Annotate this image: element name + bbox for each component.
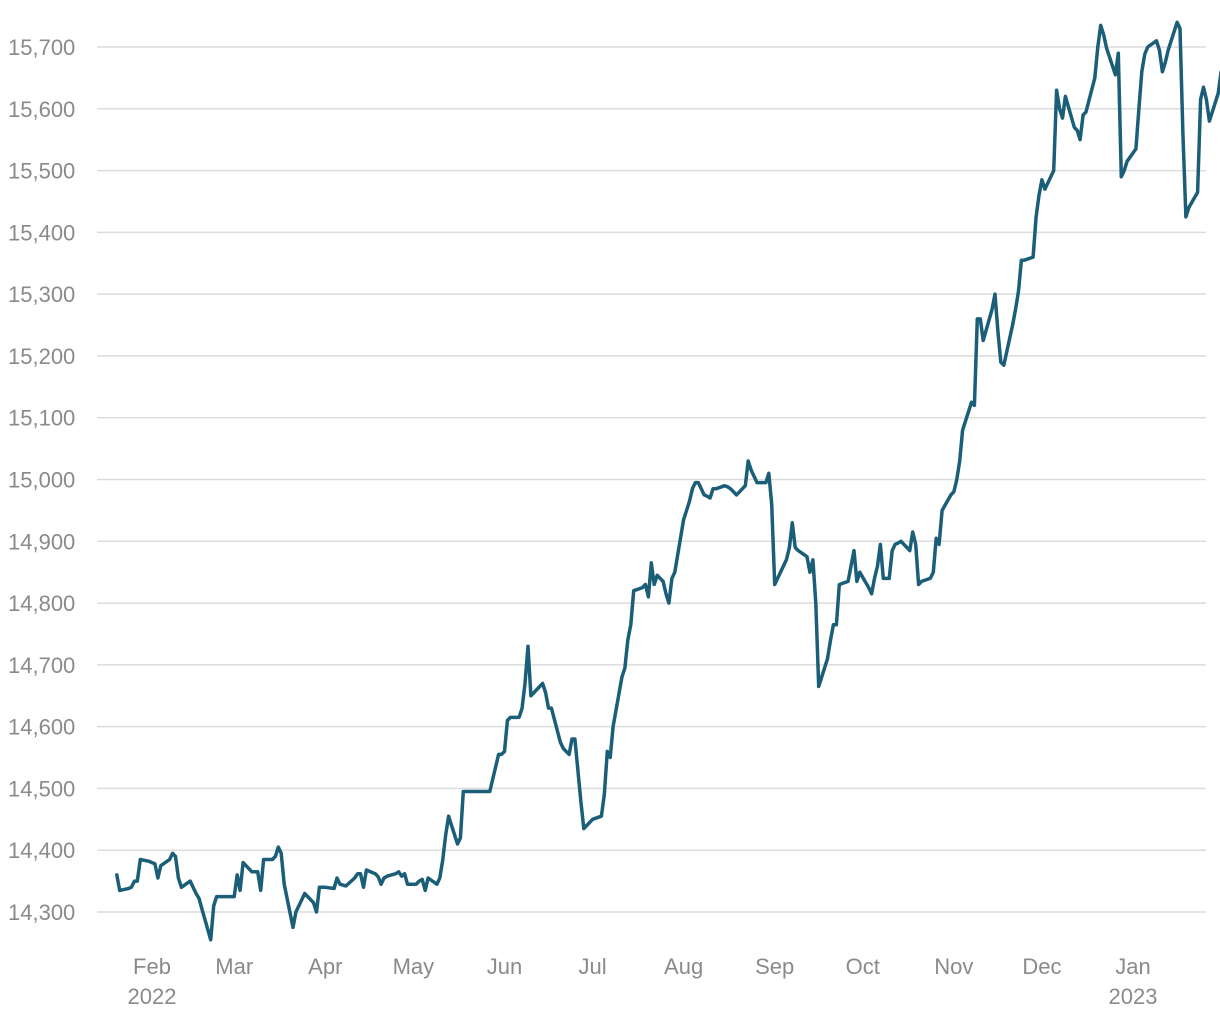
x-tick-label: Dec xyxy=(1022,954,1061,979)
series-line xyxy=(115,20,1220,942)
x-tick-label: Apr xyxy=(308,954,342,979)
y-tick-label: 14,500 xyxy=(8,776,75,801)
series-layer xyxy=(115,20,1220,942)
y-tick-label: 15,100 xyxy=(8,406,75,431)
x-tick-year-label: 2023 xyxy=(1109,984,1158,1009)
y-tick-label: 15,600 xyxy=(8,97,75,122)
x-tick-label: Sep xyxy=(755,954,794,979)
y-tick-label: 15,000 xyxy=(8,468,75,493)
y-tick-label: 14,300 xyxy=(8,900,75,925)
x-tick-label: Aug xyxy=(664,954,703,979)
x-tick-label: Mar xyxy=(215,954,253,979)
x-axis-tick-labels: Feb 2022 Mar Apr May Jun Jul Aug Sep Oct Nov Dec Jan… xyxy=(128,954,1158,1009)
y-tick-label: 15,400 xyxy=(8,220,75,245)
y-axis-tick-labels: 14,300 14,400 14,500 14,600 14,700 14,800 14,9… xyxy=(8,35,75,925)
x-tick-label: May xyxy=(393,954,435,979)
x-tick-label: Jun xyxy=(487,954,522,979)
y-tick-label: 15,300 xyxy=(8,282,75,307)
x-tick-year-label: 2022 xyxy=(128,984,177,1009)
x-tick-label: Jul xyxy=(579,954,607,979)
y-tick-label: 14,700 xyxy=(8,653,75,678)
grid-lines xyxy=(97,46,1206,913)
x-tick-label: Feb xyxy=(133,954,171,979)
y-tick-label: 15,200 xyxy=(8,344,75,369)
y-tick-label: 14,800 xyxy=(8,591,75,616)
y-tick-label: 15,500 xyxy=(8,159,75,184)
y-tick-label: 14,900 xyxy=(8,529,75,554)
y-tick-label: 15,700 xyxy=(8,35,75,60)
y-tick-label: 14,400 xyxy=(8,838,75,863)
x-tick-label: Oct xyxy=(846,954,880,979)
x-tick-label: Jan xyxy=(1115,954,1150,979)
y-tick-label: 14,600 xyxy=(8,715,75,740)
x-tick-label: Nov xyxy=(934,954,973,979)
